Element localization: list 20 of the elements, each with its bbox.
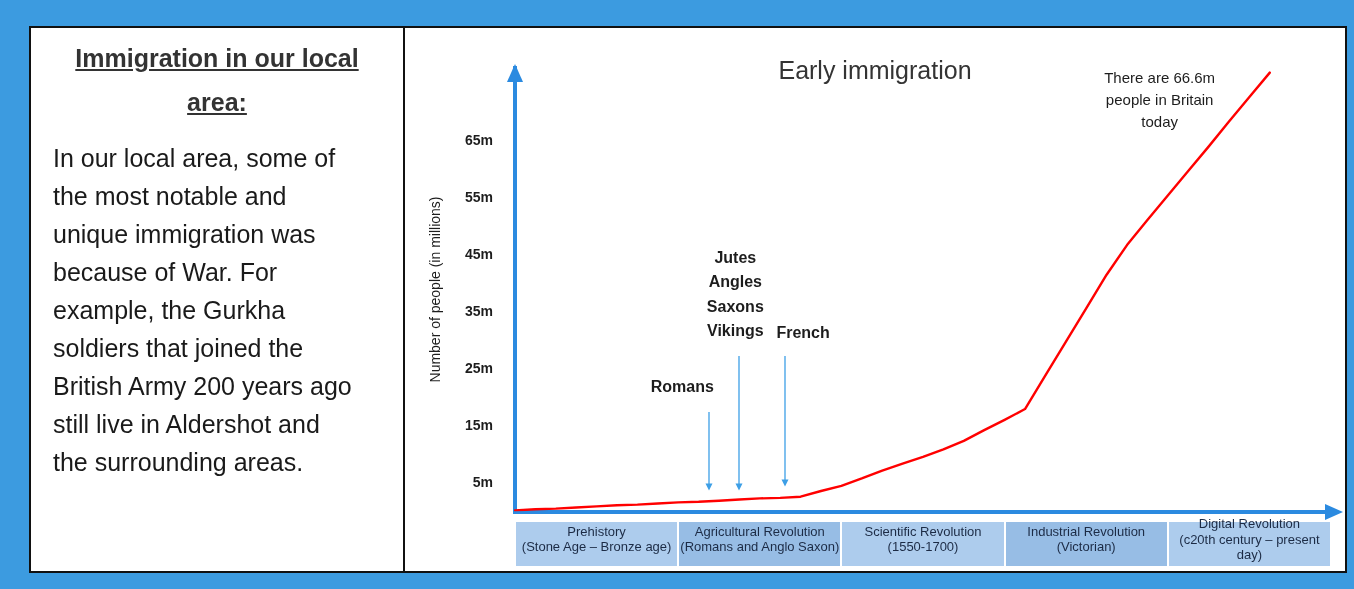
y-tick-label: 5m <box>472 473 493 490</box>
x-tick-label: Prehistory (Stone Age – Bronze age) <box>521 523 672 555</box>
annotation: French <box>776 323 830 341</box>
y-tick-label: 25m <box>464 360 493 377</box>
annotation: Jutes Angles Saxons Vikings <box>706 248 764 340</box>
y-tick-label: 65m <box>464 132 493 149</box>
y-tick-label: 55m <box>464 189 493 206</box>
text: Immigration in our local area: <box>74 43 360 118</box>
y-tick-label: 35m <box>464 303 493 320</box>
text: In our local area, some of the most notable and unique immigration was because of War. For example, the Gurkha soldiers that joined the British Army 200 years ago still live in Aldershot and the surrounding areas. <box>53 144 352 476</box>
y-axis-title: Number of people (in millions) <box>427 196 444 383</box>
annotation: Romans <box>650 378 714 396</box>
x-tick-label: Digital Revolution (c20th century – present day) <box>1179 516 1320 563</box>
annotation: There are 66.6m people in Britain today <box>1104 68 1216 130</box>
x-tick-label: Industrial Revolution (Victorian) <box>1027 523 1146 555</box>
chart-title: Early immigration <box>778 55 972 84</box>
y-tick-label: 15m <box>464 416 493 433</box>
y-tick-label: 45m <box>464 246 493 263</box>
x-tick-label: Scientific Revolution (1550-1700) <box>864 523 982 555</box>
x-tick-label: Agricultural Revolution (Romans and Anglo Saxon) <box>680 523 840 555</box>
